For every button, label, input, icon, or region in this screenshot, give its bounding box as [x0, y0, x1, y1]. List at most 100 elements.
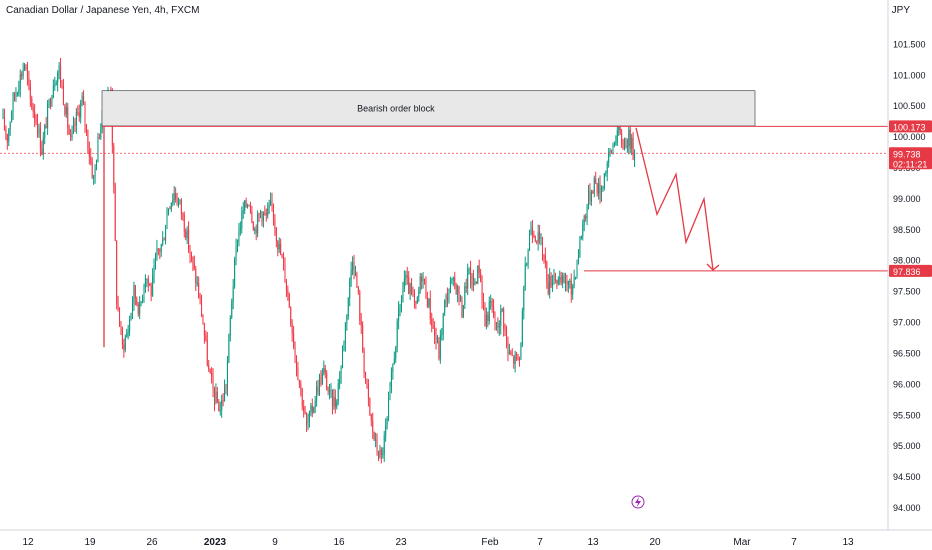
time-axis[interactable]: 12 19 26 2023 9 16 23 Feb 7 13 20 Mar 7 13	[0, 529, 932, 548]
candle-body	[291, 323, 293, 334]
candle-body	[526, 263, 528, 265]
candle-body	[399, 305, 401, 309]
candle-body	[149, 283, 151, 286]
candle-body	[186, 229, 188, 239]
candle-body	[503, 308, 505, 329]
candle-body	[150, 285, 152, 296]
candle-body	[495, 322, 497, 325]
candle-body	[121, 328, 123, 345]
candle-body	[16, 93, 18, 95]
candle-body	[634, 154, 636, 160]
projection-path	[635, 127, 714, 271]
candle-body	[91, 162, 93, 178]
candle-body	[316, 386, 318, 402]
candle-body	[172, 199, 174, 203]
candle-body	[360, 320, 362, 326]
candle-body	[478, 265, 480, 273]
candle-body	[395, 346, 397, 359]
candle-body	[126, 333, 128, 337]
candle-body	[285, 282, 287, 290]
candle-body	[190, 254, 192, 257]
candle-body	[26, 68, 28, 78]
candle-body	[490, 301, 492, 303]
candle-body	[278, 243, 280, 250]
candle-body	[344, 322, 346, 344]
candle-body	[252, 222, 254, 231]
candle-body	[340, 366, 342, 380]
candle-body	[327, 389, 329, 392]
candle-body	[467, 269, 469, 289]
candle-body	[547, 282, 549, 294]
candle-body	[255, 229, 257, 234]
candle-body	[219, 410, 221, 412]
candle-body	[320, 376, 322, 385]
candle-body	[625, 140, 627, 148]
candle-body	[596, 183, 598, 194]
x-tick-label: 26	[146, 537, 158, 548]
candle-body	[585, 216, 587, 219]
candle-body	[169, 208, 171, 210]
candle-body	[544, 255, 546, 262]
candle-body	[153, 265, 155, 276]
candle-body	[71, 130, 73, 138]
candle-body	[356, 273, 358, 288]
candle-body	[362, 325, 364, 352]
candle-body	[28, 77, 30, 85]
candle-body	[494, 316, 496, 325]
candle-body	[429, 298, 431, 320]
candle-body	[57, 73, 59, 84]
candle-body	[136, 298, 138, 305]
x-tick-label: 19	[84, 537, 96, 548]
candle-body	[189, 249, 191, 255]
candle-body	[388, 399, 390, 418]
candle-body	[386, 417, 388, 426]
candle-body	[566, 281, 568, 285]
candle-body	[280, 243, 282, 255]
candle-body	[83, 95, 85, 106]
current-price-tag-text: 99.738	[893, 149, 921, 159]
candle-body	[415, 301, 417, 304]
candle-body	[363, 351, 365, 373]
candle-body	[424, 278, 426, 282]
candle-body	[405, 275, 407, 279]
order-block-label: Bearish order block	[357, 103, 435, 113]
candle-body	[18, 89, 20, 94]
candle-body	[419, 276, 421, 292]
candle-body	[238, 229, 240, 242]
candle-body	[6, 134, 8, 142]
candle-body	[52, 85, 54, 98]
candle-body	[25, 64, 27, 69]
candle-body	[160, 244, 162, 252]
candle-body	[471, 275, 473, 285]
candle-body	[598, 183, 600, 194]
candle-body	[567, 281, 569, 285]
candle-body	[35, 118, 37, 122]
candle-body	[183, 214, 185, 232]
candle-body	[119, 309, 121, 326]
candle-body	[402, 288, 404, 301]
y-tick-label: 94.500	[893, 472, 921, 482]
candle-body	[565, 281, 567, 284]
candle-body	[303, 406, 305, 412]
candle-body	[206, 339, 208, 365]
x-tick-label: 9	[272, 537, 278, 548]
candle-body	[575, 276, 577, 278]
y-tick-label: 95.500	[893, 410, 921, 420]
candle-body	[436, 341, 438, 343]
candle-body	[270, 200, 272, 206]
candle-body	[445, 295, 447, 301]
candle-body	[461, 296, 463, 317]
resistance-price-tag-text: 100.173	[893, 122, 926, 132]
candle-body	[5, 129, 7, 135]
candle-body	[154, 258, 156, 266]
candle-body	[421, 276, 423, 282]
lightning-icon[interactable]	[631, 495, 645, 509]
candle-body	[330, 389, 332, 391]
candle-body	[422, 278, 424, 282]
candle-body	[580, 236, 582, 240]
candle-body	[611, 150, 613, 152]
candle-body	[464, 286, 466, 306]
candle-body	[483, 301, 485, 307]
y-tick-label: 99.000	[893, 194, 921, 204]
